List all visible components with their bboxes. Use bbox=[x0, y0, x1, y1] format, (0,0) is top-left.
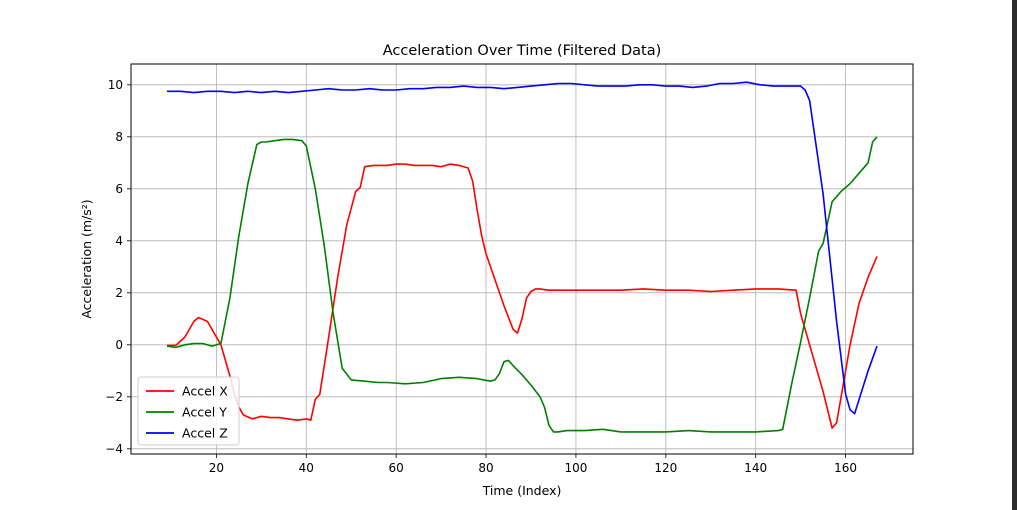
legend-label: Accel Z bbox=[182, 426, 228, 441]
y-tick-label: 8 bbox=[115, 130, 123, 144]
y-tick-label: 10 bbox=[108, 78, 123, 92]
x-tick-label: 100 bbox=[564, 461, 587, 475]
series-lines bbox=[166, 81, 878, 433]
window-edge bbox=[1012, 0, 1017, 510]
chart-title: Acceleration Over Time (Filtered Data) bbox=[383, 43, 662, 59]
y-tick-label: 0 bbox=[115, 338, 123, 352]
y-tick-label: 6 bbox=[115, 182, 123, 196]
x-tick-label: 140 bbox=[744, 461, 767, 475]
grid bbox=[131, 64, 913, 454]
series-line-accel-z bbox=[167, 81, 878, 415]
y-tick-label: −4 bbox=[105, 442, 123, 456]
legend: Accel X Accel Y Accel Z bbox=[137, 376, 240, 446]
y-tick-label: 4 bbox=[115, 234, 123, 248]
series-line-accel-y bbox=[166, 136, 878, 433]
y-axis-label: Acceleration (m/s²) bbox=[79, 199, 94, 318]
x-tick-label: 120 bbox=[654, 461, 677, 475]
x-tick-label: 40 bbox=[299, 461, 314, 475]
x-tick-label: 80 bbox=[478, 461, 493, 475]
x-tick-label: 60 bbox=[389, 461, 404, 475]
series-line-accel-x bbox=[167, 163, 878, 429]
y-tick-label: 2 bbox=[115, 286, 123, 300]
x-axis-label: Time (Index) bbox=[482, 483, 562, 498]
axis-ticks: 20 40 60 80 100 120 140 160 −4 −2 0 2 4 6 8 10 bbox=[105, 78, 857, 475]
legend-box bbox=[137, 376, 240, 446]
legend-label: Accel X bbox=[182, 384, 228, 399]
legend-label: Accel Y bbox=[182, 405, 227, 420]
x-tick-label: 20 bbox=[209, 461, 224, 475]
y-tick-label: −2 bbox=[105, 390, 123, 404]
x-tick-label: 160 bbox=[834, 461, 857, 475]
plot-frame bbox=[130, 63, 914, 455]
